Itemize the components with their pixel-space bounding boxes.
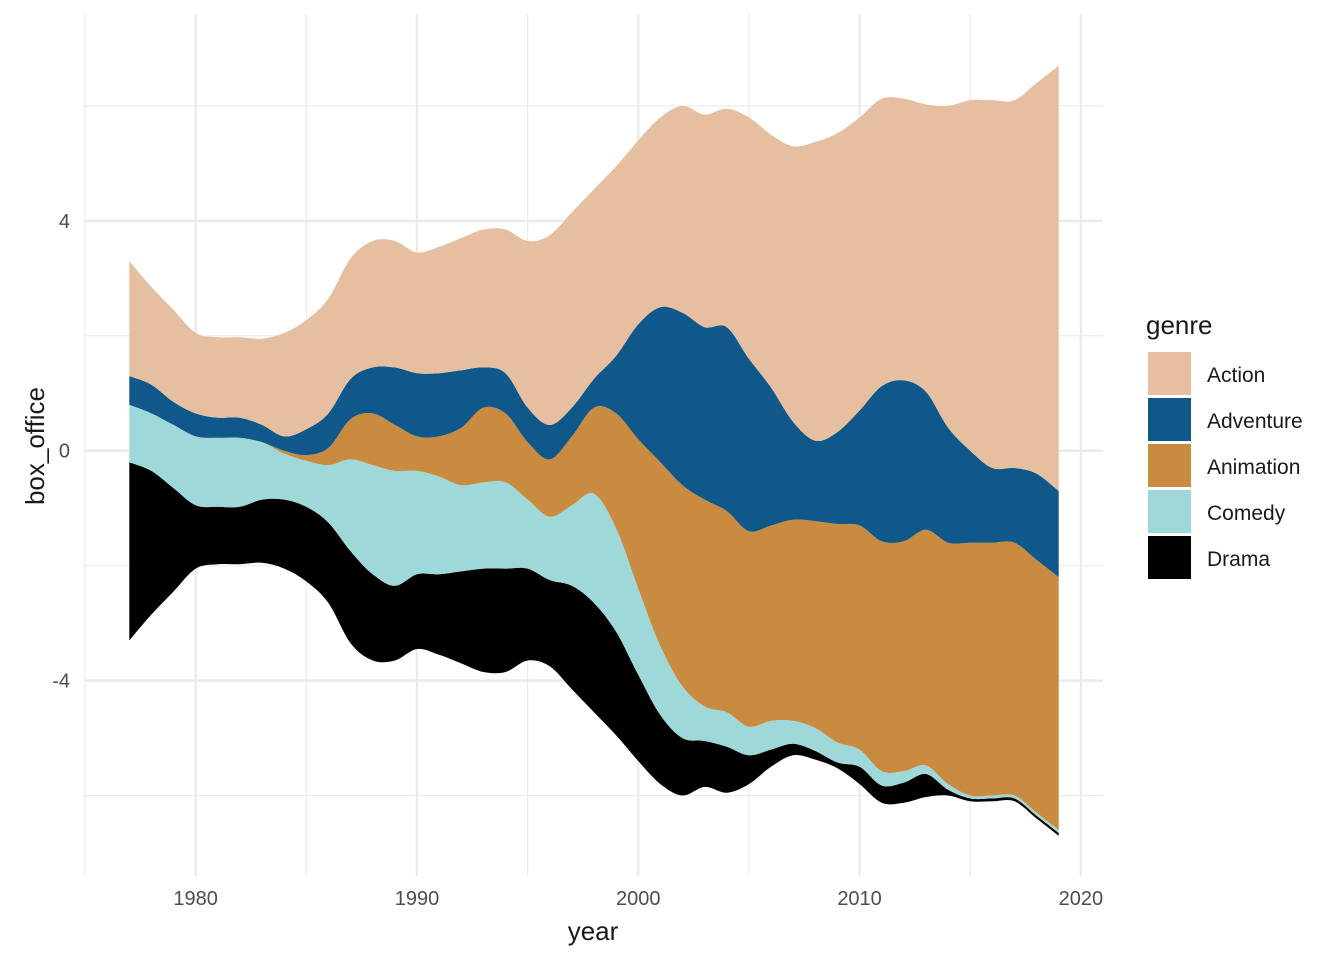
x-tick-label: 1980 xyxy=(173,888,218,910)
legend-label-adventure: Adventure xyxy=(1207,410,1303,433)
stream-area-drama xyxy=(129,462,1059,836)
legend-label-animation: Animation xyxy=(1207,456,1300,479)
legend-label-drama: Drama xyxy=(1207,548,1270,571)
legend-key-animation xyxy=(1148,444,1191,487)
x-tick-label: 1990 xyxy=(395,888,440,910)
y-tick-label: 0 xyxy=(59,441,70,463)
stream-area-comedy xyxy=(129,404,1059,833)
stream-area-adventure xyxy=(129,306,1059,578)
stream-areas xyxy=(129,65,1059,836)
legend-label-action: Action xyxy=(1207,364,1265,387)
y-tick-label: -4 xyxy=(52,671,70,693)
legend-key-comedy xyxy=(1148,490,1191,533)
x-axis-title: year xyxy=(568,916,619,946)
y-tick-label: 4 xyxy=(59,211,70,233)
x-axis-ticks: 1980 1990 2000 2010 2020 xyxy=(173,888,1103,910)
legend-title: genre xyxy=(1146,310,1213,340)
x-tick-label: 2020 xyxy=(1059,888,1104,910)
legend: genre Action Adventure Animation Comedy Dram… xyxy=(1146,310,1303,579)
legend-key-adventure xyxy=(1148,398,1191,441)
x-tick-label: 2000 xyxy=(616,888,661,910)
y-axis-title: box_office xyxy=(20,387,50,505)
y-axis-ticks: -4 0 4 xyxy=(52,211,70,693)
stream-area-action xyxy=(129,65,1059,491)
legend-key-drama xyxy=(1148,536,1191,579)
legend-label-comedy: Comedy xyxy=(1207,502,1286,525)
stream-area-animation xyxy=(129,404,1059,830)
legend-key-action xyxy=(1148,352,1191,395)
x-tick-label: 2010 xyxy=(837,888,882,910)
